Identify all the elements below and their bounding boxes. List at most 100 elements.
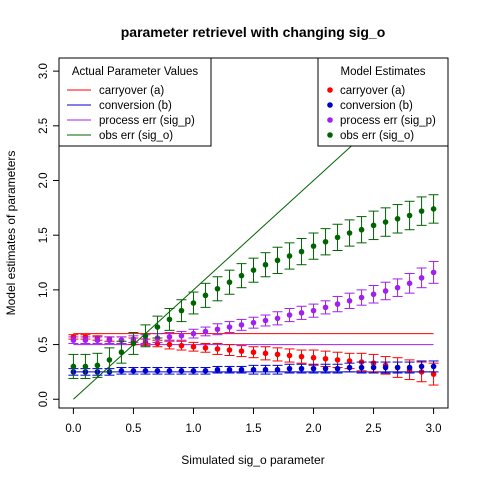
estimate-point — [190, 368, 197, 374]
estimate-point — [346, 358, 353, 364]
estimate-point — [334, 365, 341, 372]
estimate-point — [406, 212, 413, 219]
estimate-point — [370, 222, 377, 229]
estimate-point — [190, 330, 197, 337]
estimate-point — [322, 304, 329, 311]
estimate-point — [286, 253, 293, 259]
legend-title: Model Estimates — [340, 66, 425, 78]
estimate-point — [418, 275, 425, 281]
estimate-point — [322, 355, 329, 362]
estimate-point — [226, 279, 233, 286]
estimate-point — [262, 366, 269, 373]
estimate-point — [238, 272, 245, 279]
estimate-point — [250, 349, 257, 356]
estimate-point — [262, 317, 269, 324]
estimate-point — [346, 364, 353, 371]
estimate-point — [394, 364, 401, 371]
estimate-point — [238, 322, 245, 328]
estimate-point — [214, 346, 221, 352]
estimate-point — [418, 363, 425, 370]
estimate-point — [82, 363, 89, 370]
y-tick-label: 3.0 — [38, 63, 50, 79]
estimate-point — [178, 307, 185, 314]
estimate-point — [238, 348, 245, 354]
estimate-point — [70, 337, 77, 343]
estimate-point — [334, 234, 341, 241]
estimate-point — [430, 363, 437, 370]
estimate-point — [310, 243, 317, 249]
estimate-point — [154, 324, 161, 330]
x-tick-label: 1.0 — [185, 423, 201, 435]
estimate-point — [286, 352, 293, 359]
estimate-point — [262, 261, 269, 268]
estimate-point — [346, 298, 353, 304]
estimate-point — [154, 368, 161, 374]
estimate-point — [190, 300, 197, 306]
estimate-point — [334, 357, 341, 363]
estimate-point — [238, 366, 245, 373]
x-tick-label: 0.5 — [125, 423, 141, 435]
estimate-point — [94, 337, 101, 343]
legend-entry: process err (sig_p) — [340, 115, 436, 127]
estimate-point — [166, 316, 173, 323]
estimate-point — [394, 284, 401, 291]
estimate-point — [274, 366, 281, 373]
y-tick-label: 0.5 — [38, 337, 50, 353]
legend-point-swatch — [327, 117, 333, 123]
estimate-point — [202, 368, 209, 374]
plot-frame — [58, 57, 449, 409]
estimate-point — [226, 324, 233, 330]
estimate-point — [250, 319, 257, 326]
estimate-point — [310, 365, 317, 372]
estimate-point — [274, 351, 281, 358]
y-axis-label: Model estimates of parameters — [4, 151, 18, 316]
y-tick-label: 1.5 — [38, 227, 50, 243]
legend-entry: obs err (sig_o) — [340, 130, 414, 142]
estimate-point — [166, 334, 173, 340]
estimate-point — [202, 292, 209, 299]
estimate-point — [250, 366, 257, 373]
estimate-point — [406, 364, 413, 371]
estimate-point — [286, 312, 293, 318]
estimate-point — [274, 257, 281, 264]
legend-point-swatch — [327, 102, 333, 108]
estimate-point — [298, 353, 305, 360]
estimate-point — [166, 368, 173, 374]
estimate-point — [394, 215, 401, 222]
estimate-point — [190, 343, 197, 350]
x-tick-label: 3.0 — [426, 423, 442, 435]
estimate-point — [214, 366, 221, 373]
legend-entry: conversion (b) — [340, 100, 413, 112]
estimate-point — [214, 326, 221, 333]
legend-entry: process err (sig_p) — [99, 115, 195, 127]
estimate-point — [430, 371, 437, 377]
estimate-point — [250, 267, 257, 273]
estimate-point — [418, 208, 425, 214]
legend-entry: conversion (b) — [99, 100, 172, 112]
y-tick-label: 2.5 — [38, 118, 50, 134]
legend-box — [317, 57, 449, 147]
legend-point-swatch — [327, 87, 333, 93]
y-tick-label: 2.0 — [38, 173, 50, 189]
estimate-point — [382, 364, 389, 371]
estimate-point — [430, 206, 437, 212]
estimate-point — [310, 354, 317, 361]
legend-title: Actual Parameter Values — [72, 66, 199, 78]
estimate-point — [178, 333, 185, 339]
estimate-point — [322, 238, 329, 245]
x-tick-label: 2.5 — [366, 423, 382, 435]
estimate-point — [358, 294, 365, 301]
estimate-point — [358, 226, 365, 233]
estimate-point — [310, 307, 317, 314]
estimate-point — [382, 219, 389, 225]
estimate-point — [334, 301, 341, 307]
legend-box — [58, 57, 212, 147]
estimate-point — [286, 365, 293, 372]
estimate-point — [142, 368, 149, 374]
estimate-point — [118, 368, 125, 374]
estimate-point — [430, 269, 437, 276]
estimate-point — [130, 340, 137, 347]
estimate-point — [82, 337, 89, 343]
x-tick-label: 1.5 — [246, 423, 262, 435]
